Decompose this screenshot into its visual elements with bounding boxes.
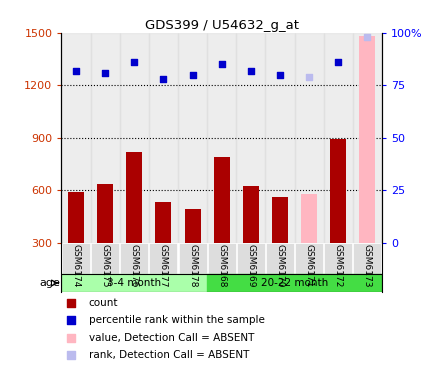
Bar xyxy=(97,184,113,243)
Point xyxy=(218,61,225,67)
FancyBboxPatch shape xyxy=(62,243,90,292)
Bar xyxy=(265,33,294,243)
Point xyxy=(305,74,312,80)
Text: GSM6171: GSM6171 xyxy=(304,244,313,288)
Text: GSM6175: GSM6175 xyxy=(100,244,110,288)
Bar xyxy=(61,33,90,243)
Bar xyxy=(300,194,316,243)
Bar xyxy=(90,33,120,243)
Text: GSM6170: GSM6170 xyxy=(275,244,284,288)
FancyBboxPatch shape xyxy=(237,243,264,292)
Bar xyxy=(148,33,177,243)
Text: 3-4 month: 3-4 month xyxy=(107,278,161,288)
Title: GDS399 / U54632_g_at: GDS399 / U54632_g_at xyxy=(145,19,298,32)
Point xyxy=(305,102,312,108)
Text: count: count xyxy=(88,298,118,308)
Point xyxy=(334,59,341,65)
Bar xyxy=(213,157,229,243)
Bar xyxy=(184,209,200,243)
FancyBboxPatch shape xyxy=(120,243,148,292)
Point xyxy=(72,68,79,74)
Point xyxy=(276,72,283,78)
Point xyxy=(247,68,254,74)
Bar xyxy=(177,33,207,243)
Point xyxy=(131,59,138,65)
Bar xyxy=(242,186,258,243)
Text: GSM6176: GSM6176 xyxy=(130,244,138,288)
Bar xyxy=(155,202,171,243)
Text: GSM6169: GSM6169 xyxy=(246,244,255,288)
FancyBboxPatch shape xyxy=(178,243,206,292)
Text: value, Detection Call = ABSENT: value, Detection Call = ABSENT xyxy=(88,333,254,343)
Bar xyxy=(236,33,265,243)
Text: GSM6177: GSM6177 xyxy=(159,244,168,288)
FancyBboxPatch shape xyxy=(149,243,177,292)
Bar xyxy=(329,139,346,243)
Point xyxy=(189,72,196,78)
Bar xyxy=(61,273,207,292)
FancyBboxPatch shape xyxy=(324,243,351,292)
Text: GSM6178: GSM6178 xyxy=(187,244,197,288)
Bar xyxy=(120,33,148,243)
Point xyxy=(102,70,109,76)
FancyBboxPatch shape xyxy=(294,243,322,292)
Bar xyxy=(294,33,323,243)
FancyBboxPatch shape xyxy=(265,243,293,292)
Bar xyxy=(271,197,287,243)
Bar xyxy=(68,192,84,243)
Bar xyxy=(323,33,352,243)
FancyBboxPatch shape xyxy=(353,243,381,292)
Text: 20-22 month: 20-22 month xyxy=(260,278,328,288)
Text: GSM6172: GSM6172 xyxy=(333,244,342,287)
Text: GSM6168: GSM6168 xyxy=(217,244,226,288)
Point xyxy=(305,261,312,267)
Bar xyxy=(207,273,381,292)
Text: rank, Detection Call = ABSENT: rank, Detection Call = ABSENT xyxy=(88,350,248,361)
FancyBboxPatch shape xyxy=(207,243,235,292)
Point xyxy=(363,34,370,40)
Text: age: age xyxy=(39,278,60,288)
Text: GSM6174: GSM6174 xyxy=(71,244,80,287)
Bar xyxy=(126,152,142,243)
Point xyxy=(159,76,166,82)
FancyBboxPatch shape xyxy=(91,243,119,292)
Text: percentile rank within the sample: percentile rank within the sample xyxy=(88,315,264,325)
Text: GSM6173: GSM6173 xyxy=(362,244,371,288)
Bar xyxy=(352,33,381,243)
Bar xyxy=(359,37,374,243)
Bar xyxy=(207,33,236,243)
